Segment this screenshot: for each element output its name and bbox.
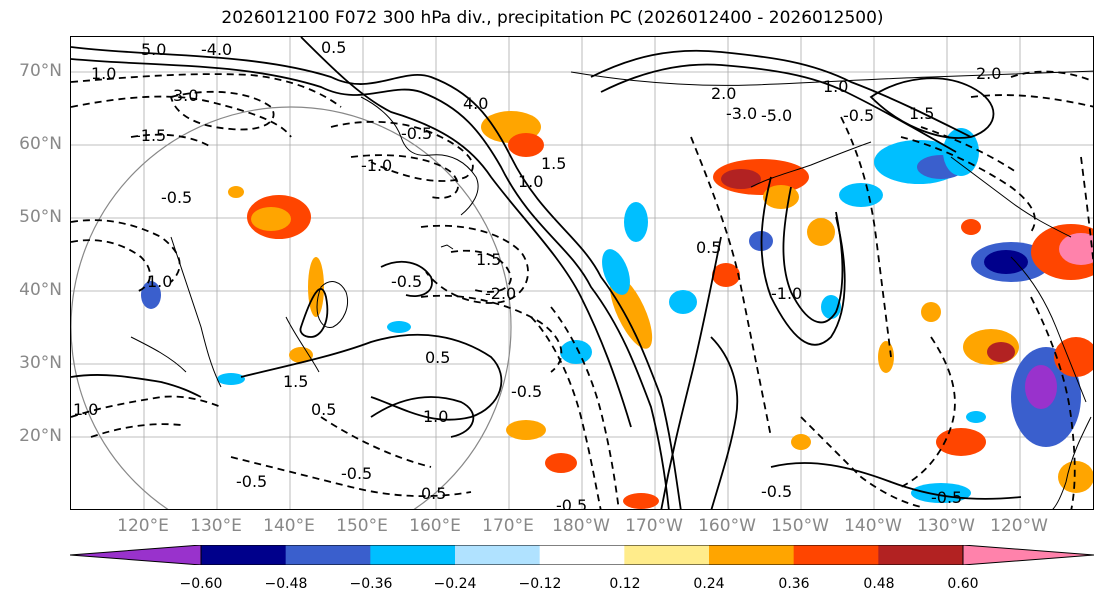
colorbar-tick-label: 0.36	[778, 576, 810, 592]
contour-label: -0.5	[556, 496, 587, 510]
colorbar-segments	[70, 545, 1094, 565]
contour-label: 0.5	[321, 38, 346, 57]
colorbar-segment	[624, 545, 710, 565]
colorbar-tick-label: 0.48	[863, 576, 895, 592]
colorbar-segment	[793, 545, 879, 565]
contour-label: -5.0	[761, 106, 792, 125]
lon-label: 160°W	[698, 516, 756, 536]
map-canvas: 5.0 -4.0 0.5 1.0 3.0 -1.5 4.0 -0.5 -1.0 …	[71, 37, 1093, 510]
coastlines	[130, 70, 1093, 509]
lon-label: 120°E	[117, 516, 169, 536]
lon-label: 150°E	[336, 516, 388, 536]
lon-label: 140°W	[844, 516, 902, 536]
contour-label: 1.0	[147, 272, 172, 291]
contour-label: -0.5	[391, 272, 422, 291]
lon-label: 150°W	[771, 516, 829, 536]
contour-label: 1.0	[91, 64, 116, 83]
colorbar-tick-label: −0.12	[518, 576, 562, 592]
contour-label: 4.0	[463, 94, 488, 113]
lat-label: 70°N	[19, 61, 62, 81]
contour-label: -0.5	[931, 488, 962, 507]
contour-label: 0.5	[421, 484, 446, 503]
contour-label: 1.5	[541, 154, 566, 173]
contour-label: -0.5	[161, 188, 192, 207]
map-panel: 5.0 -4.0 0.5 1.0 3.0 -1.5 4.0 -0.5 -1.0 …	[70, 36, 1094, 510]
precip-shading	[141, 111, 1093, 509]
colorbar-tick-label: −0.36	[349, 576, 393, 592]
contour-label: 1.0	[423, 407, 448, 426]
range-ring	[71, 106, 512, 509]
lon-label: 180°W	[552, 516, 610, 536]
lon-label: 130°E	[190, 516, 242, 536]
contour-label: -0.5	[341, 464, 372, 483]
colorbar	[70, 545, 1094, 565]
contour-label: -1.5	[135, 126, 166, 145]
colorbar-frame	[200, 545, 964, 565]
lon-label: 120°W	[990, 516, 1048, 536]
lat-label: 60°N	[19, 134, 62, 154]
lat-label: 30°N	[19, 353, 62, 373]
contour-label: 0.5	[696, 238, 721, 257]
contour-label: -1.0	[361, 156, 392, 175]
chart-title: 2026012100 F072 300 hPa div., precipitat…	[221, 8, 884, 28]
contour-label: 1.0	[823, 77, 848, 96]
contour-label: 1.0	[518, 172, 543, 191]
contour-label: 1.5	[476, 250, 501, 269]
lat-label: 50°N	[19, 207, 62, 227]
contour-label: 2.0	[976, 64, 1001, 83]
colorbar-segment	[370, 545, 456, 565]
colorbar-segment	[878, 545, 964, 565]
contour-label: 3.0	[173, 86, 198, 105]
contour-label: -3.0	[726, 104, 757, 123]
contour-label: -0.5	[761, 482, 792, 501]
colorbar-segment	[285, 545, 371, 565]
colorbar-tick-label: 0.60	[947, 576, 979, 592]
colorbar-tick-label: −0.48	[264, 576, 308, 592]
colorbar-tick-label: 0.24	[693, 576, 725, 592]
contour-label: -0.5	[511, 382, 542, 401]
colorbar-segment	[709, 545, 795, 565]
contour-label: -4.0	[201, 40, 232, 59]
lon-label: 170°W	[625, 516, 683, 536]
contour-label: -0.5	[236, 472, 267, 491]
contour-label: 2.0	[711, 84, 736, 103]
contour-label: -2.0	[485, 284, 516, 303]
colorbar-tick-label: −0.60	[179, 576, 223, 592]
colorbar-segment	[963, 545, 1094, 565]
contour-label: 1.5	[909, 104, 934, 123]
contour-label: 5.0	[141, 40, 166, 59]
colorbar-segment	[455, 545, 541, 565]
lat-label: 40°N	[19, 280, 62, 300]
contour-label: 1.5	[283, 372, 308, 391]
contour-labels: 5.0 -4.0 0.5 1.0 3.0 -1.5 4.0 -0.5 -1.0 …	[73, 38, 1001, 510]
contour-label: 1.0	[73, 400, 98, 419]
colorbar-tick-label: −0.24	[433, 576, 477, 592]
lat-label: 20°N	[19, 426, 62, 446]
lon-label: 130°W	[917, 516, 975, 536]
colorbar-segment	[539, 545, 625, 565]
contours-negative	[71, 70, 1093, 509]
colorbar-segment	[70, 545, 201, 565]
lon-label: 140°E	[263, 516, 315, 536]
contour-label: -1.0	[771, 284, 802, 303]
contour-label: -0.5	[401, 124, 432, 143]
contour-label: 0.5	[311, 400, 336, 419]
lon-label: 170°E	[482, 516, 534, 536]
contour-label: 0.5	[425, 348, 450, 367]
colorbar-tick-label: 0.12	[609, 576, 641, 592]
lon-label: 160°E	[409, 516, 461, 536]
colorbar-segment	[201, 545, 287, 565]
contour-label: -0.5	[843, 106, 874, 125]
contours-positive	[71, 37, 1022, 509]
